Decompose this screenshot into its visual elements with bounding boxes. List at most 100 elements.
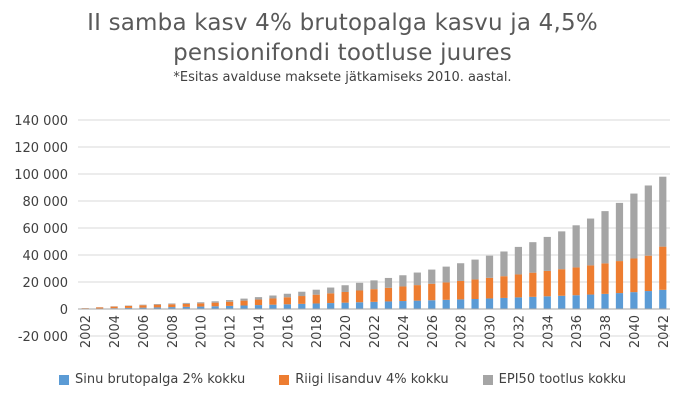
y-tick-label: 40 000 [23,249,69,264]
bar-series-1-2011 [211,306,219,309]
x-axis-tick-labels: 2002 2004 2006 2008 2010 2012 2014 2016 2018 2020… [79,315,672,348]
bar-series-3-2009 [182,302,190,304]
bar-series-2-2026 [428,283,436,301]
x-tick-label: 2032 [512,315,527,348]
bar-series-2-2009 [182,303,190,307]
y-tick-label: 0 [60,303,68,318]
legend-swatch-series-3 [482,374,493,385]
x-tick-label: 2040 [628,315,643,348]
bar-series-2-2012 [226,301,234,306]
bar-series-3-2011 [211,301,219,303]
bar-series-2-2015 [269,298,277,305]
chart-title-line-1: II samba kasv 4% brutopalga kasvu ja 4,5… [87,10,598,36]
bar-series-2-2037 [586,265,595,295]
bar-series-2-2035 [558,269,566,296]
bar-series-1-2013 [240,305,248,309]
bar-series-3-2015 [269,295,277,299]
bar-series-1-2017 [298,303,306,309]
legend-swatch-series-1 [58,374,69,385]
chart-subtitle: *Esitas avalduse maksete jätkamiseks 201… [173,70,512,85]
legend-swatch-series-2 [279,374,290,385]
bar-series-1-2035 [558,295,566,309]
bar-series-3-2016 [283,293,291,298]
bar-series-2-2003 [96,307,104,309]
bar-series-2-2008 [168,304,176,308]
bar-series-1-2006 [139,307,147,309]
bar-series-2-2013 [240,300,248,306]
bar-series-1-2020 [341,302,349,309]
bar-series-3-2042 [659,176,667,247]
bar-series-1-2039 [615,293,624,309]
bar-series-2-2004 [110,306,118,309]
bar-series-3-2026 [428,269,436,284]
y-tick-label: -20 000 [18,330,68,345]
bar-series-1-2009 [182,306,190,309]
bar-series-1-2012 [226,305,234,309]
bar-series-3-2033 [529,242,537,273]
bar-series-3-2040 [630,193,638,259]
bar-series-1-2037 [586,294,595,309]
legend-item-series-3: EPI50 tootlus kokku [482,372,626,387]
bar-series-1-2028 [457,299,465,309]
bar-series-2-2041 [644,255,652,292]
bar-series-1-2024 [399,301,407,309]
bar-series-1-2031 [500,297,508,309]
bar-series-1-2018 [312,303,320,309]
bar-series-1-2010 [197,306,205,309]
bar-series-1-2023 [384,301,393,309]
bar-series-3-2031 [500,251,508,277]
bar-series-2-2016 [283,297,291,305]
bar-series-3-2017 [298,291,306,297]
x-tick-label: 2014 [252,315,267,348]
bar-series-1-2036 [572,295,580,309]
bar-series-3-2029 [471,259,479,280]
x-tick-label: 2030 [484,315,499,348]
x-tick-label: 2036 [570,315,585,348]
bar-series-2-2028 [457,280,465,300]
legend-item-series-2: Riigi lisanduv 4% kokku [279,372,449,387]
y-axis-tick-labels: -20 000 0 20 000 40 000 60 000 80 000 100 000 1… [14,114,68,345]
bar-series-2-2002 [81,308,89,309]
bar-series-2-2023 [384,287,393,302]
bar-series-2-2034 [543,270,551,297]
bar-series-3-2035 [558,231,566,270]
bar-series-3-2018 [312,289,320,295]
bar-series-1-2016 [283,304,291,309]
bar-series-1-2007 [153,307,162,309]
bar-series-2-2005 [124,305,133,308]
bar-series-3-2025 [413,272,421,286]
x-tick-label: 2016 [281,315,296,348]
x-tick-label: 2018 [310,315,325,348]
bar-series-3-2019 [327,287,335,294]
bar-series-1-2040 [630,292,638,309]
bar-series-2-2007 [153,304,162,308]
bar-series-3-2022 [370,280,378,290]
bar-series-3-2028 [457,263,465,281]
y-tick-label: 100 000 [14,168,68,183]
bar-series-1-2034 [543,296,551,309]
legend-label-series-3: EPI50 tootlus kokku [498,372,626,387]
legend: Sinu brutopalga 2% kokku Riigi lisanduv … [0,372,685,387]
bar-series-3-2039 [615,202,624,262]
bar-series-2-2027 [442,282,450,300]
bar-series-1-2019 [327,303,335,309]
bar-series-2-2042 [659,246,667,290]
bar-series-2-2038 [601,263,609,294]
bar-series-1-2030 [485,298,494,309]
bar-series-3-2032 [514,246,522,275]
bar-series-3-2013 [240,298,248,301]
y-tick-label: 140 000 [14,114,68,129]
bar-series-1-2029 [471,299,479,309]
x-tick-label: 2024 [397,315,412,348]
x-tick-label: 2026 [426,315,441,348]
bar-series-2-2006 [139,305,147,308]
bar-series-1-2042 [659,289,667,309]
bar-series-3-2012 [226,300,234,302]
bar-series-3-2007 [153,304,162,305]
x-tick-label: 2004 [108,315,123,348]
x-tick-label: 2020 [339,315,354,348]
bar-series-1-2022 [370,301,378,309]
bar-series-2-2019 [327,293,335,304]
bar-series-2-2024 [399,286,407,302]
